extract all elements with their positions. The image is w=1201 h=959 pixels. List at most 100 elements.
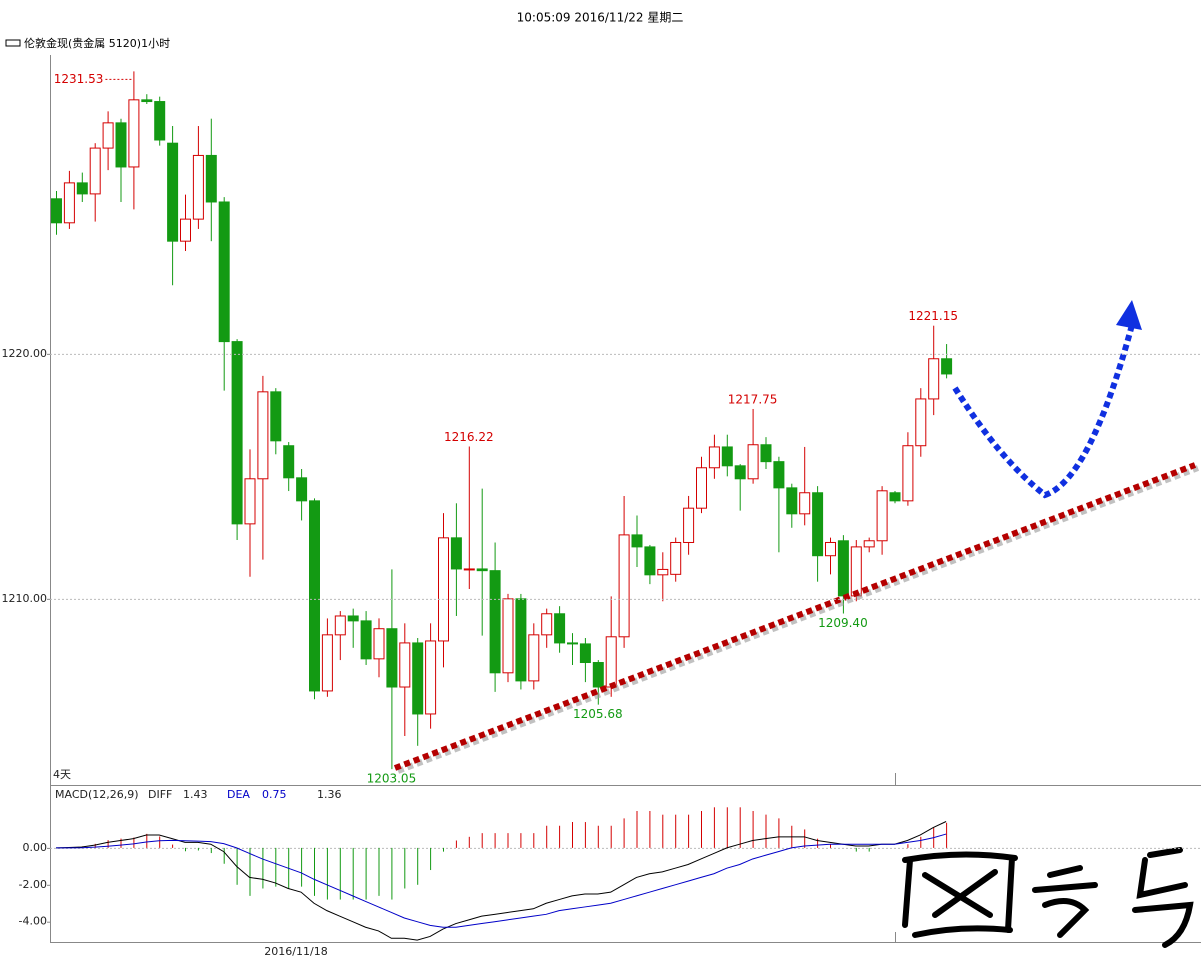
candle-body <box>244 478 256 525</box>
candle-body <box>489 570 501 674</box>
dea-label: DEA <box>227 788 250 801</box>
candle-body <box>915 398 927 447</box>
candle-body <box>618 534 630 638</box>
candle-body <box>747 444 759 480</box>
candle-body <box>192 154 204 220</box>
signature <box>902 847 1194 948</box>
candle-body <box>670 541 682 575</box>
high-label: 1231.53 <box>54 72 104 86</box>
candle-body <box>902 445 914 502</box>
candle-body <box>154 101 166 141</box>
macd-tick-label: -2.00 <box>19 878 47 891</box>
candle-body <box>89 147 101 195</box>
chart-title: 10:05:09 2016/11/22 星期二 <box>517 11 684 25</box>
candle-body <box>373 628 385 660</box>
candle-body <box>605 636 617 688</box>
candle-body <box>657 568 669 576</box>
candle-body <box>721 446 733 467</box>
candle-body <box>799 492 811 515</box>
candle-body <box>889 492 901 502</box>
candle-body <box>502 598 514 674</box>
candle-body <box>837 540 849 597</box>
candle-body <box>347 615 359 622</box>
macd-dea-line <box>56 833 947 928</box>
candle-body <box>631 534 643 548</box>
candles <box>51 71 953 770</box>
candle-body <box>541 613 553 636</box>
candle-body <box>399 642 411 688</box>
low-label: 1203.05 <box>367 772 417 786</box>
x-date-label: 2016/11/18 <box>264 945 327 958</box>
trend-line <box>393 462 1197 771</box>
candle-body <box>773 461 785 489</box>
candle-body <box>63 182 75 224</box>
candle-body <box>257 391 269 480</box>
candle-body <box>102 122 114 149</box>
candle-body <box>283 445 295 479</box>
candle-body <box>515 598 527 682</box>
candle-body <box>128 99 140 168</box>
candle-body <box>850 546 862 597</box>
candle-body <box>476 568 488 572</box>
candle-body <box>141 99 153 103</box>
high-label: 1217.75 <box>728 392 778 406</box>
candle-body <box>218 201 230 343</box>
candle-body <box>941 358 953 375</box>
low-label: 1205.68 <box>573 707 623 721</box>
candle-body <box>167 142 179 242</box>
candle-body <box>876 490 888 542</box>
candle-body <box>231 341 243 525</box>
candle-body <box>309 500 320 692</box>
candle-body <box>734 465 746 480</box>
arrow-head <box>1116 300 1142 330</box>
candle-body <box>360 620 372 660</box>
candle-body <box>554 613 566 644</box>
candle-body <box>180 218 191 242</box>
candle-body <box>51 198 62 224</box>
symbol: 伦敦金现(贵金属 5120)1小时 <box>24 36 170 50</box>
high-label: 1216.22 <box>444 430 494 444</box>
y-tick-label: 1210.00 <box>2 592 48 605</box>
candle-body <box>683 507 695 543</box>
dea-value: 0.75 <box>262 788 287 801</box>
low-label: 1209.40 <box>818 616 868 630</box>
candle-body <box>567 642 578 645</box>
high-label: 1221.15 <box>908 309 958 323</box>
macd-diff-line <box>55 821 947 941</box>
macd-tick-label: 0.00 <box>23 841 48 854</box>
candle-body <box>760 444 772 463</box>
candle-body <box>412 642 424 715</box>
trend-shadow <box>396 465 1200 774</box>
candle-body <box>928 358 940 400</box>
candle-body <box>708 446 720 469</box>
diff-value: 1.43 <box>183 788 208 801</box>
candle-body <box>321 634 333 692</box>
candle-body <box>115 122 127 168</box>
candle-body <box>786 487 798 515</box>
diff-label: DIFF <box>148 788 172 801</box>
candle-body <box>270 391 282 442</box>
y-tick-label: 1220.00 <box>2 347 48 360</box>
candle-body <box>592 662 604 688</box>
candle-body <box>528 634 540 682</box>
candle-body <box>425 640 437 715</box>
candle-body <box>863 540 875 548</box>
candle-body <box>438 537 449 642</box>
candle-body <box>579 643 591 664</box>
period-label: 4天 <box>53 768 71 781</box>
symbol-icon <box>5 39 21 47</box>
candle-body <box>76 182 88 195</box>
macd-tick-label: -4.00 <box>19 915 47 928</box>
candle-body <box>205 154 217 203</box>
candle-body <box>696 467 707 509</box>
candle-body <box>296 477 308 502</box>
candle-body <box>812 492 824 557</box>
candle-body <box>386 628 398 688</box>
forecast-arrow <box>952 324 1135 499</box>
candle-body <box>334 615 346 636</box>
macd-label: MACD(12,26,9) <box>55 788 139 801</box>
candle-body <box>825 541 836 557</box>
candle-body <box>450 537 462 570</box>
